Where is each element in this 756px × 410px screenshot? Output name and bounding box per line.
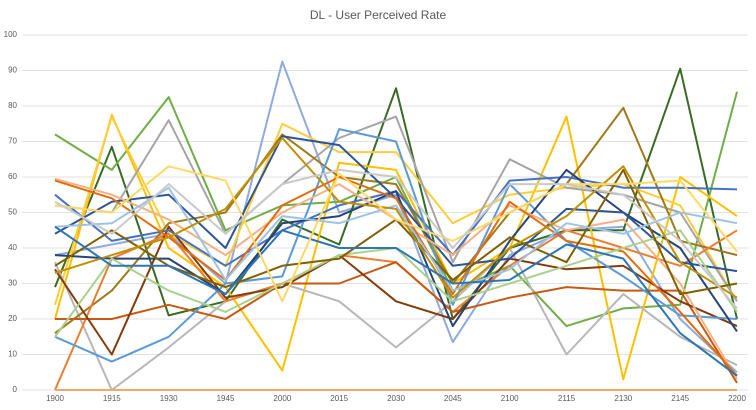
series-line	[54, 247, 738, 391]
x-tick-label: 2130	[614, 394, 632, 403]
series-line	[54, 128, 738, 363]
y-tick-label: 20	[8, 314, 17, 323]
series-line	[54, 165, 738, 303]
x-tick-label: 2015	[330, 394, 348, 403]
y-tick-label: 10	[8, 350, 17, 359]
chart-title: DL - User Perceived Rate	[310, 8, 447, 22]
y-tick-label: 0	[13, 385, 18, 394]
y-tick-label: 100	[4, 30, 18, 39]
x-tick-label: 2115	[558, 394, 576, 403]
series-line	[54, 186, 738, 292]
y-tick-label: 40	[8, 243, 17, 252]
x-tick-label: 2045	[444, 394, 462, 403]
series-line	[54, 168, 738, 310]
x-tick-label: 2145	[671, 394, 689, 403]
x-tick-label: 2200	[728, 394, 746, 403]
y-tick-label: 60	[8, 172, 17, 181]
x-tick-label: 2030	[387, 394, 405, 403]
x-tick-label: 1915	[103, 394, 121, 403]
series-line	[54, 137, 738, 299]
series-line	[54, 225, 738, 377]
x-tick-label: 1900	[46, 394, 64, 403]
x-tick-label: 1945	[217, 394, 235, 403]
y-tick-label: 30	[8, 279, 17, 288]
series-line	[55, 261, 738, 384]
series-line	[54, 113, 738, 381]
series-line	[54, 67, 738, 320]
y-tick-label: 90	[8, 66, 17, 75]
y-tick-label: 50	[8, 208, 17, 217]
x-tick-label: 1930	[160, 394, 178, 403]
series-line	[54, 225, 738, 356]
x-tick-label: 2000	[273, 394, 291, 403]
y-tick-label: 70	[8, 137, 17, 146]
series-line	[54, 60, 738, 374]
series-line	[54, 106, 738, 334]
x-tick-label: 2100	[501, 394, 519, 403]
y-tick-label: 80	[8, 101, 17, 110]
